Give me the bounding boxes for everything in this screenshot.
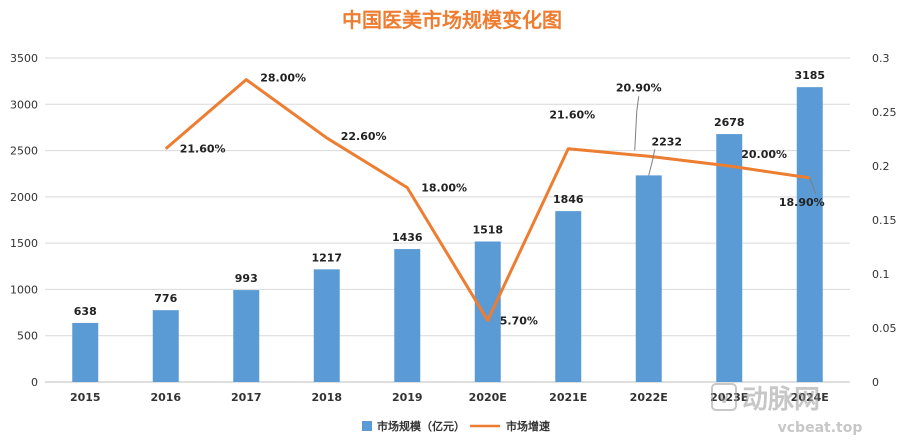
line-value-label: 18.00% bbox=[421, 182, 467, 195]
bar-value-label: 2232 bbox=[651, 135, 682, 148]
bar-series bbox=[72, 87, 823, 382]
right-tick-label: 0.25 bbox=[872, 106, 897, 119]
bar-value-label: 776 bbox=[154, 292, 177, 305]
left-tick-label: 1000 bbox=[10, 283, 38, 296]
line-value-label: 21.60% bbox=[180, 143, 226, 156]
bar bbox=[313, 269, 340, 382]
bar-value-label: 1436 bbox=[392, 231, 423, 244]
bar-value-label: 993 bbox=[235, 272, 258, 285]
watermark-logo-glyph: V bbox=[719, 392, 729, 407]
watermark-text-cn: 动脉网 bbox=[742, 385, 820, 415]
right-tick-label: 0.05 bbox=[872, 322, 897, 335]
left-tick-label: 2500 bbox=[10, 145, 38, 158]
gridlines bbox=[45, 57, 850, 383]
bar bbox=[796, 87, 823, 382]
left-tick-label: 3000 bbox=[10, 98, 38, 111]
leader-line bbox=[634, 96, 640, 151]
x-tick-label: 2015 bbox=[70, 391, 101, 404]
left-axis: 0 500 1000 1500 2000 2500 3000 3500 bbox=[10, 52, 38, 389]
bar-value-label: 1518 bbox=[472, 223, 503, 236]
right-tick-label: 0 bbox=[872, 376, 879, 389]
line-value-label: 28.00% bbox=[260, 72, 306, 85]
x-axis: 2015 2016 2017 2018 2019 2020E 2021E 2022E 2023E… bbox=[70, 391, 829, 404]
left-tick-label: 2000 bbox=[10, 191, 38, 204]
x-tick-label: 2023E bbox=[710, 391, 748, 404]
leader-line bbox=[809, 177, 817, 195]
right-tick-label: 0.15 bbox=[872, 214, 897, 227]
legend-label-line: 市场增速 bbox=[506, 419, 550, 433]
x-tick-label: 2024E bbox=[791, 391, 829, 404]
line-value-label: 5.70% bbox=[500, 314, 538, 327]
x-tick-label: 2020E bbox=[469, 391, 507, 404]
x-tick-label: 2022E bbox=[630, 391, 668, 404]
left-tick-label: 3500 bbox=[10, 52, 38, 65]
bar-value-label: 3185 bbox=[794, 69, 825, 82]
line-series bbox=[164, 78, 810, 322]
leader-line bbox=[648, 149, 656, 176]
right-tick-label: 0.2 bbox=[872, 160, 890, 173]
line-value-label: 18.90% bbox=[779, 196, 825, 209]
bar bbox=[233, 290, 260, 382]
bar-value-label: 638 bbox=[74, 305, 97, 318]
legend-label-bar: 市场规模（亿元） bbox=[377, 419, 465, 433]
bar-value-label: 2678 bbox=[714, 116, 745, 129]
bar bbox=[72, 322, 99, 382]
line-value-label: 21.60% bbox=[549, 109, 595, 122]
data-labels: 638 776 993 1217 1436 1518 1846 2232 2678 3185 21.… bbox=[74, 69, 825, 327]
legend-swatch-bar bbox=[362, 421, 372, 431]
left-tick-label: 500 bbox=[17, 330, 38, 343]
left-tick-label: 0 bbox=[31, 376, 38, 389]
watermark: V 动脉网 vcbeat.top bbox=[711, 383, 863, 436]
x-tick-label: 2018 bbox=[311, 391, 342, 404]
watermark-text-en: vcbeat.top bbox=[778, 420, 863, 436]
bar-value-label: 1217 bbox=[311, 251, 342, 264]
bar bbox=[635, 175, 662, 382]
legend[interactable]: 市场规模（亿元） 市场增速 bbox=[362, 419, 550, 433]
x-tick-label: 2019 bbox=[392, 391, 423, 404]
x-tick-label: 2017 bbox=[231, 391, 262, 404]
bar bbox=[152, 310, 179, 382]
line-value-label: 20.00% bbox=[741, 148, 787, 161]
line-value-label: 22.60% bbox=[341, 130, 387, 143]
bar-value-label: 1846 bbox=[553, 193, 584, 206]
right-tick-label: 0.3 bbox=[872, 52, 890, 65]
watermark-logo-icon bbox=[711, 383, 737, 411]
left-tick-label: 1500 bbox=[10, 237, 38, 250]
right-axis: 0 0.05 0.1 0.15 0.2 0.25 0.3 bbox=[872, 52, 897, 389]
x-tick-label: 2016 bbox=[150, 391, 181, 404]
right-tick-label: 0.1 bbox=[872, 268, 890, 281]
bar bbox=[555, 211, 582, 382]
bar bbox=[716, 134, 743, 382]
bar bbox=[394, 249, 421, 382]
line-value-label: 20.90% bbox=[616, 81, 662, 94]
bar bbox=[474, 241, 501, 382]
x-tick-label: 2021E bbox=[549, 391, 587, 404]
chart-title: 中国医美市场规模变化图 bbox=[342, 8, 562, 32]
growth-line bbox=[164, 78, 810, 322]
